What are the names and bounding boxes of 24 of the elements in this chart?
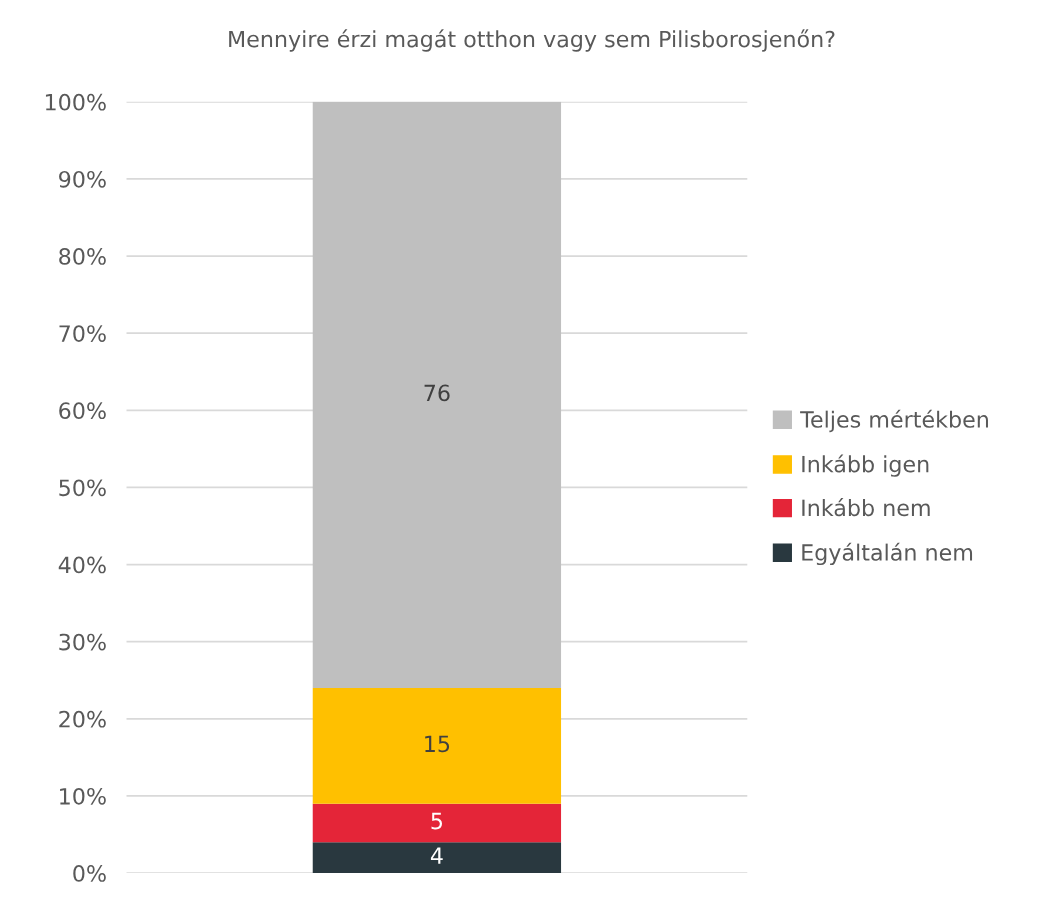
y-tick-label: 50% (59, 479, 106, 497)
data-label: 15 (425, 735, 450, 753)
legend-label: Inkább igen (802, 454, 929, 477)
y-tick-label: 90% (59, 170, 106, 188)
bar (312, 842, 562, 874)
bar (312, 101, 562, 688)
y-tick-label: 0% (73, 865, 106, 882)
y-tick-label: 30% (59, 633, 106, 651)
legend-label: Teljes mértékben (800, 409, 988, 433)
y-tick-label: 100% (45, 93, 106, 111)
data-label: 5 (431, 812, 443, 830)
bar (312, 803, 562, 843)
y-tick-label: 60% (59, 402, 106, 420)
legend-label: Inkább nem (802, 498, 930, 517)
y-tick-label: 10% (60, 787, 106, 805)
legend-label: Egyáltalán nem (802, 542, 973, 566)
y-tick-label: 40% (58, 556, 106, 574)
bar (312, 687, 562, 804)
y-tick-label: 70% (59, 325, 106, 342)
y-tick-label: 20% (59, 710, 106, 728)
data-label: 4 (430, 847, 443, 864)
y-tick-label: 80% (59, 248, 106, 265)
chart-title: Mennyire érzi magát otthon vagy sem Pilisborosjenőn? (229, 29, 835, 52)
data-label: 76 (424, 384, 450, 402)
